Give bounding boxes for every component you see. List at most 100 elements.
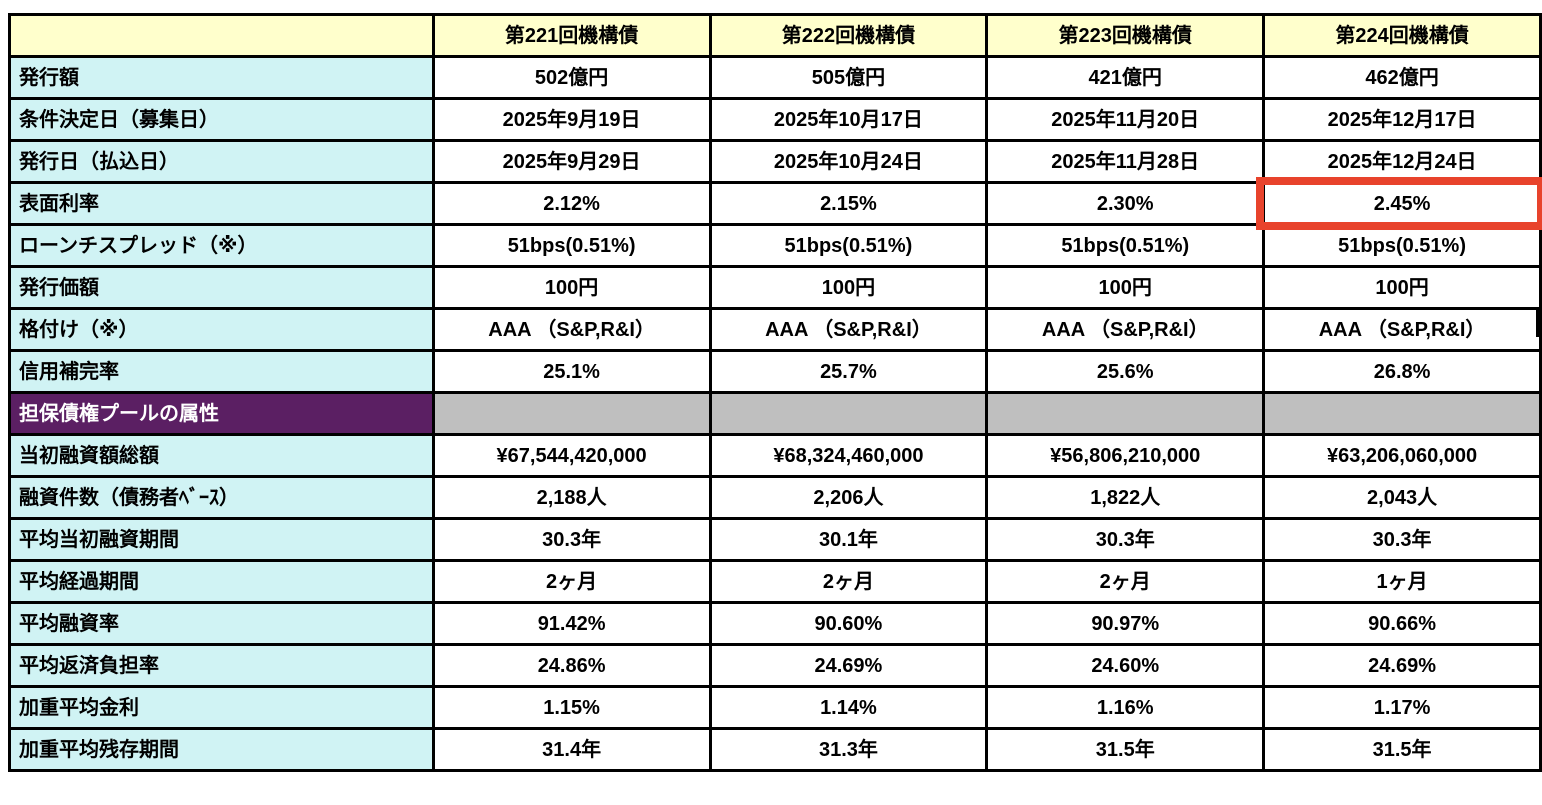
value-cell (985, 391, 1266, 436)
value-cell: 90.66% (1262, 601, 1542, 646)
value-cell: 2025年9月19日 (431, 97, 712, 142)
table-row: 当初融資額総額 ¥67,544,420,000 ¥68,324,460,000 ¥56… (8, 433, 1542, 478)
value-cell: 51bps(0.51%) (431, 223, 712, 268)
section-header-row: 担保債権プールの属性 (8, 391, 1542, 436)
value-cell: ¥63,206,060,000 (1262, 433, 1542, 478)
row-label: 格付け（※） (8, 307, 435, 352)
value-cell: 90.60% (708, 601, 989, 646)
table-row: 平均当初融資期間 30.3年 30.1年 30.3年 30.3年 (8, 517, 1542, 562)
row-label: 加重平均残存期間 (8, 727, 435, 772)
bond-issuance-table: 第221回機構債 第222回機構債 第223回機構債 第224回機構債 発行額 502億… (8, 13, 1542, 772)
value-cell: 51bps(0.51%) (708, 223, 989, 268)
value-cell: 24.69% (708, 643, 989, 688)
value-cell: 2ヶ月 (985, 559, 1266, 604)
right-edge-artifact (1536, 308, 1542, 337)
table-row: 平均融資率 91.42% 90.60% 90.97% 90.66% (8, 601, 1542, 646)
value-cell (431, 391, 712, 436)
table-body: 発行額 502億円 505億円 421億円 462億円 条件決定日（募集日） 2025年9月… (8, 55, 1542, 772)
value-cell: 2,043人 (1262, 475, 1542, 520)
value-cell: 51bps(0.51%) (1262, 223, 1542, 268)
row-label: 平均返済負担率 (8, 643, 435, 688)
value-cell: 24.86% (431, 643, 712, 688)
row-label: 信用補完率 (8, 349, 435, 394)
value-cell: 26.8% (1262, 349, 1542, 394)
value-cell: 91.42% (431, 601, 712, 646)
value-cell (708, 391, 989, 436)
value-cell: 30.1年 (708, 517, 989, 562)
table-row: ローンチスプレッド（※） 51bps(0.51%) 51bps(0.51%) 51bp… (8, 223, 1542, 268)
value-cell: 31.4年 (431, 727, 712, 772)
table-row: 平均経過期間 2ヶ月 2ヶ月 2ヶ月 1ヶ月 (8, 559, 1542, 604)
value-cell: 1.17% (1262, 685, 1542, 730)
value-cell: 30.3年 (1262, 517, 1542, 562)
value-cell: 2ヶ月 (708, 559, 989, 604)
table-row: 信用補完率 25.1% 25.7% 25.6% 26.8% (8, 349, 1542, 394)
value-cell: 2025年12月24日 (1262, 139, 1542, 184)
value-cell: 25.7% (708, 349, 989, 394)
highlighted-coupon-cell: 2.45% (1257, 178, 1542, 232)
column-header: 第221回機構債 (431, 13, 712, 58)
table-row: 条件決定日（募集日） 2025年9月19日 2025年10月17日 2025年11月2… (8, 97, 1542, 142)
column-header: 第222回機構債 (708, 13, 989, 58)
row-label: 担保債権プールの属性 (8, 391, 435, 436)
table-row: 格付け（※） AAA （S&P,R&I） AAA （S&P,R&I） AAA （S&P… (8, 307, 1542, 352)
table-header-row: 第221回機構債 第222回機構債 第223回機構債 第224回機構債 (8, 13, 1542, 58)
value-cell: 1.14% (708, 685, 989, 730)
value-cell: 30.3年 (431, 517, 712, 562)
value-cell: 2025年10月24日 (708, 139, 989, 184)
value-cell (1262, 391, 1542, 436)
table-row: 加重平均金利 1.15% 1.14% 1.16% 1.17% (8, 685, 1542, 730)
value-cell: 2025年11月28日 (985, 139, 1266, 184)
value-cell: AAA （S&P,R&I） (431, 307, 712, 352)
value-cell: 1,822人 (985, 475, 1266, 520)
value-cell: 25.1% (431, 349, 712, 394)
table-row: 発行額 502億円 505億円 421億円 462億円 (8, 55, 1542, 100)
table-row: 融資件数（債務者ﾍﾞｰｽ） 2,188人 2,206人 1,822人 2,043人 (8, 475, 1542, 520)
value-cell: 2025年12月17日 (1262, 97, 1542, 142)
row-label: 当初融資額総額 (8, 433, 435, 478)
value-cell: 2.12% (431, 181, 712, 226)
row-label: ローンチスプレッド（※） (8, 223, 435, 268)
value-cell: 100円 (431, 265, 712, 310)
value-cell: 25.6% (985, 349, 1266, 394)
table-row: 表面利率 2.12% 2.15% 2.30% 2.45% (8, 178, 1542, 232)
value-cell: 2025年10月17日 (708, 97, 989, 142)
value-cell: 31.3年 (708, 727, 989, 772)
value-cell: 100円 (1262, 265, 1542, 310)
corner-cell (8, 13, 435, 58)
value-cell: AAA （S&P,R&I） (708, 307, 989, 352)
value-cell: 1.15% (431, 685, 712, 730)
value-cell: 31.5年 (985, 727, 1266, 772)
value-cell: AAA （S&P,R&I） (985, 307, 1266, 352)
value-cell: 51bps(0.51%) (985, 223, 1266, 268)
value-cell: 24.69% (1262, 643, 1542, 688)
row-label: 平均経過期間 (8, 559, 435, 604)
value-cell: 2.30% (985, 181, 1266, 226)
value-cell: 421億円 (985, 55, 1266, 100)
table-row: 発行価額 100円 100円 100円 100円 (8, 265, 1542, 310)
row-label: 平均当初融資期間 (8, 517, 435, 562)
value-cell: 30.3年 (985, 517, 1266, 562)
value-cell: 100円 (708, 265, 989, 310)
value-cell: 462億円 (1262, 55, 1542, 100)
row-label: 発行日（払込日） (8, 139, 435, 184)
value-cell: 90.97% (985, 601, 1266, 646)
column-header: 第223回機構債 (985, 13, 1266, 58)
row-label: 平均融資率 (8, 601, 435, 646)
value-cell: ¥68,324,460,000 (708, 433, 989, 478)
row-label: 発行価額 (8, 265, 435, 310)
value-cell: 2,188人 (431, 475, 712, 520)
value-cell: 2.15% (708, 181, 989, 226)
value-cell: ¥67,544,420,000 (431, 433, 712, 478)
value-cell: 2,206人 (708, 475, 989, 520)
value-cell: 1.16% (985, 685, 1266, 730)
value-cell: 24.60% (985, 643, 1266, 688)
value-cell: 1ヶ月 (1262, 559, 1542, 604)
row-label: 融資件数（債務者ﾍﾞｰｽ） (8, 475, 435, 520)
value-cell: 100円 (985, 265, 1266, 310)
table-row: 発行日（払込日） 2025年9月29日 2025年10月24日 2025年11月28日… (8, 139, 1542, 184)
row-label: 発行額 (8, 55, 435, 100)
value-cell: 2025年9月29日 (431, 139, 712, 184)
value-cell: ¥56,806,210,000 (985, 433, 1266, 478)
